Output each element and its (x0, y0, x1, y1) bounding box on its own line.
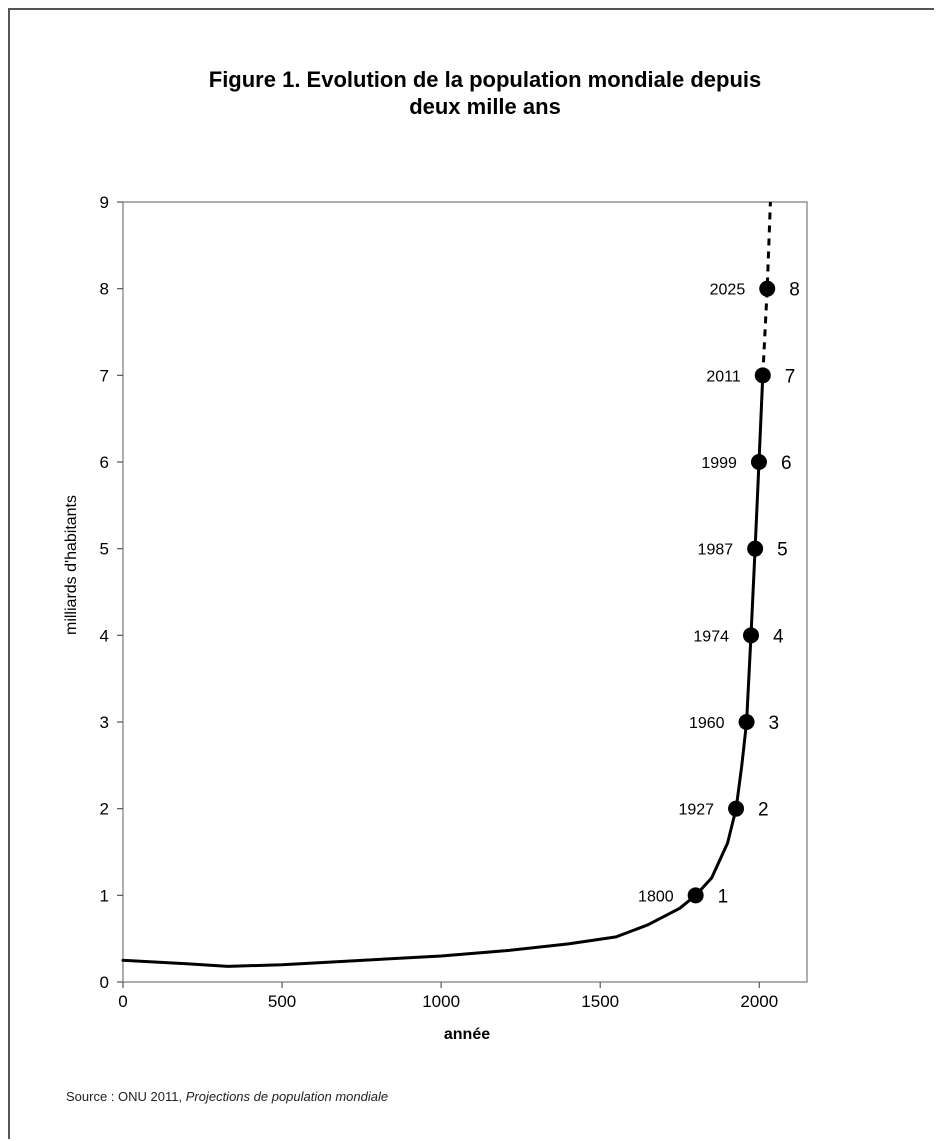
milestone-point (750, 454, 767, 470)
milestone-value-label: 6 (781, 453, 792, 474)
milestone-point (738, 714, 755, 730)
milestone-year-label: 1960 (689, 715, 725, 732)
y-tick-label: 2 (100, 800, 109, 819)
x-axis-label: année (444, 1026, 490, 1043)
milestone-value-label: 1 (718, 886, 729, 907)
milestone-value-label: 5 (777, 540, 788, 561)
y-tick-label: 7 (100, 366, 109, 385)
milestone-point (747, 540, 764, 557)
source-title: Projections de population mondiale (185, 1089, 389, 1104)
milestone-value-label: 7 (785, 366, 796, 387)
milestone-point (687, 887, 704, 904)
source-note: Source : ONU 2011, Projections de popula… (66, 1089, 388, 1104)
x-tick-label: 1000 (422, 992, 460, 1011)
x-tick-label: 1500 (581, 992, 619, 1011)
milestone-year-label: 2011 (706, 368, 741, 385)
y-tick-label: 6 (100, 453, 109, 472)
chart-title: Figure 1. Evolution de la population mon… (90, 66, 880, 120)
projection-line (761, 201, 772, 376)
y-tick-label: 5 (100, 540, 109, 559)
y-tick-label: 4 (100, 626, 109, 645)
x-tick-label: 500 (268, 992, 296, 1011)
milestone-year-label: 1999 (701, 455, 737, 472)
y-tick-label: 0 (100, 973, 109, 992)
milestone-year-label: 1974 (693, 628, 729, 645)
milestone-value-label: 8 (789, 280, 800, 301)
milestone-value-label: 4 (773, 626, 784, 647)
milestone-point (728, 800, 745, 817)
source-prefix: Source : ONU 2011, (66, 1089, 186, 1104)
y-tick-label: 9 (100, 193, 109, 212)
y-tick-label: 1 (100, 886, 109, 905)
y-tick-label: 3 (100, 713, 109, 732)
milestone-year-label: 2025 (710, 282, 746, 299)
milestone-year-label: 1987 (698, 542, 734, 559)
milestone-year-label: 1927 (678, 802, 714, 819)
milestone-value-label: 2 (758, 800, 769, 821)
milestone-year-label: 1800 (638, 888, 674, 905)
plot-area: 0 1 2 3 4 5 6 7 8 9 0 500 1000 1500 2000 1800 1 1927 2 1960… (100, 193, 808, 1011)
chart-title-line-2: deux mille ans (409, 94, 561, 119)
milestone-value-label: 3 (769, 713, 780, 734)
milestone-point (754, 367, 771, 384)
y-tick-label: 8 (100, 280, 109, 299)
figure-frame (8, 8, 934, 1139)
milestone-point (759, 280, 776, 297)
plot-frame (122, 201, 808, 983)
x-tick-label: 2000 (740, 992, 778, 1011)
milestone-point (743, 627, 760, 644)
y-axis-label: milliards d'habitants (63, 495, 80, 635)
x-tick-label: 0 (118, 992, 127, 1011)
population-line (121, 373, 765, 968)
chart-title-line-1: Figure 1. Evolution de la population mon… (208, 67, 762, 92)
